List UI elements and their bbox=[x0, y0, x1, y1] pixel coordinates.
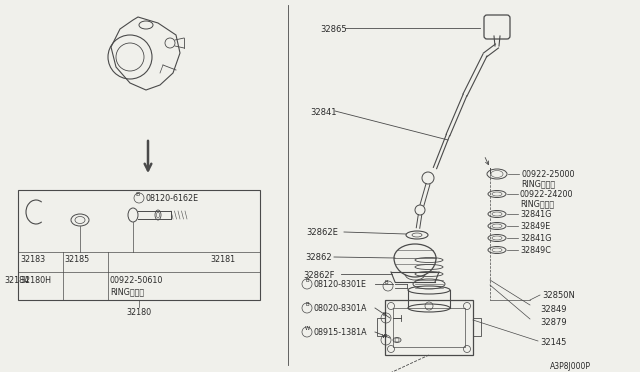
Text: 08120-6162E: 08120-6162E bbox=[145, 194, 198, 203]
Text: 00922-50610: 00922-50610 bbox=[110, 276, 163, 285]
Text: 32181: 32181 bbox=[210, 255, 235, 264]
Bar bbox=[385, 300, 473, 355]
Text: 32865: 32865 bbox=[320, 25, 347, 34]
Bar bbox=[377, 318, 385, 336]
Text: 00922-24200: 00922-24200 bbox=[520, 190, 573, 199]
Text: 32841G: 32841G bbox=[520, 210, 552, 219]
Text: W: W bbox=[381, 334, 387, 340]
Text: 32180: 32180 bbox=[127, 308, 152, 317]
Bar bbox=[18, 190, 260, 300]
Text: 32862F: 32862F bbox=[303, 271, 335, 280]
Text: B: B bbox=[305, 302, 309, 308]
Text: 32185: 32185 bbox=[64, 255, 89, 264]
Bar bbox=[473, 318, 481, 336]
Text: 32862: 32862 bbox=[305, 253, 332, 262]
Text: RINGリング: RINGリング bbox=[521, 179, 555, 188]
Text: 32849: 32849 bbox=[540, 305, 566, 314]
Text: 32850N: 32850N bbox=[542, 291, 575, 300]
Text: B: B bbox=[382, 312, 386, 317]
Text: B: B bbox=[384, 280, 388, 285]
Text: 32183: 32183 bbox=[20, 255, 45, 264]
Text: 32849C: 32849C bbox=[520, 246, 551, 255]
Text: 32184: 32184 bbox=[4, 276, 29, 285]
Text: 00922-25000: 00922-25000 bbox=[521, 170, 575, 179]
Text: 32145: 32145 bbox=[540, 338, 566, 347]
Text: W: W bbox=[305, 327, 310, 331]
Text: RINGリング: RINGリング bbox=[110, 287, 144, 296]
Text: B: B bbox=[305, 279, 309, 283]
Text: 08915-1381A: 08915-1381A bbox=[314, 328, 367, 337]
Text: A3P8J000P: A3P8J000P bbox=[550, 362, 591, 371]
Bar bbox=[393, 308, 465, 347]
Text: 32841G: 32841G bbox=[520, 234, 552, 243]
Text: 32879: 32879 bbox=[540, 318, 566, 327]
Text: B: B bbox=[135, 192, 139, 198]
Text: 08120-8301E: 08120-8301E bbox=[314, 280, 367, 289]
Text: RINGリング: RINGリング bbox=[520, 199, 554, 208]
Text: 32841: 32841 bbox=[310, 108, 337, 117]
Text: 08020-8301A: 08020-8301A bbox=[314, 304, 367, 313]
Text: 32862E: 32862E bbox=[306, 228, 338, 237]
Text: 32180H: 32180H bbox=[20, 276, 51, 285]
Text: 32849E: 32849E bbox=[520, 222, 550, 231]
